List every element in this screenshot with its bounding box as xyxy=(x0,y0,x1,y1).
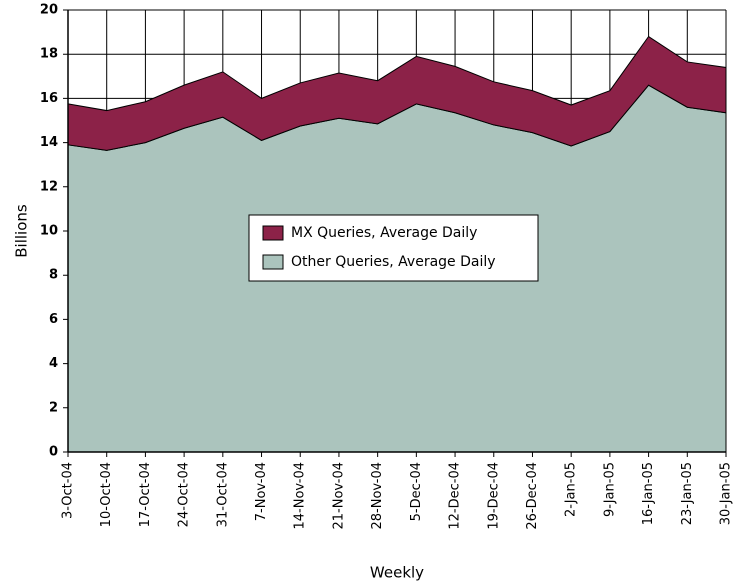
y-tick-label: 10 xyxy=(40,224,58,239)
x-tick-label: 26-Dec-04 xyxy=(525,462,540,530)
x-tick-label: 30-Jan-05 xyxy=(719,462,734,525)
y-tick-label: 14 xyxy=(40,135,58,150)
x-tick-label: 5-Dec-04 xyxy=(409,462,424,521)
y-tick-label: 0 xyxy=(49,445,58,460)
y-tick-label: 8 xyxy=(49,268,58,283)
legend-swatch xyxy=(262,254,284,270)
x-tick-label: 23-Jan-05 xyxy=(680,462,695,525)
x-tick-label: 24-Oct-04 xyxy=(177,462,192,527)
x-tick-label: 7-Nov-04 xyxy=(254,462,269,521)
x-tick-label: 14-Nov-04 xyxy=(293,462,308,530)
x-tick-label: 10-Oct-04 xyxy=(99,462,114,527)
x-tick-label: 16-Jan-05 xyxy=(641,462,656,525)
x-tick-label: 2-Jan-05 xyxy=(564,462,579,517)
legend-swatch xyxy=(262,225,284,241)
legend-box xyxy=(248,214,539,282)
y-axis-label: Billions xyxy=(13,204,31,258)
y-tick-label: 18 xyxy=(40,47,58,62)
x-tick-label: 21-Nov-04 xyxy=(331,462,346,530)
x-tick-label: 3-Oct-04 xyxy=(61,462,76,519)
y-tick-label: 16 xyxy=(40,91,58,106)
legend-label: Other Queries, Average Daily xyxy=(291,254,496,270)
x-tick-label: 28-Nov-04 xyxy=(370,462,385,530)
y-tick-label: 12 xyxy=(40,179,58,194)
legend: MX Queries, Average Daily Other Queries, … xyxy=(248,214,539,282)
x-tick-label: 12-Dec-04 xyxy=(448,462,463,530)
x-axis-label: Weekly xyxy=(370,564,424,582)
y-tick-label: 2 xyxy=(49,400,58,415)
x-tick-label: 9-Jan-05 xyxy=(602,462,617,517)
y-tick-label: 6 xyxy=(49,312,58,327)
y-tick-label: 20 xyxy=(40,3,58,18)
legend-label: MX Queries, Average Daily xyxy=(291,225,477,241)
x-tick-label: 17-Oct-04 xyxy=(138,462,153,527)
y-tick-label: 4 xyxy=(49,356,58,371)
x-tick-label: 19-Dec-04 xyxy=(486,462,501,530)
x-tick-label: 31-Oct-04 xyxy=(215,462,230,527)
